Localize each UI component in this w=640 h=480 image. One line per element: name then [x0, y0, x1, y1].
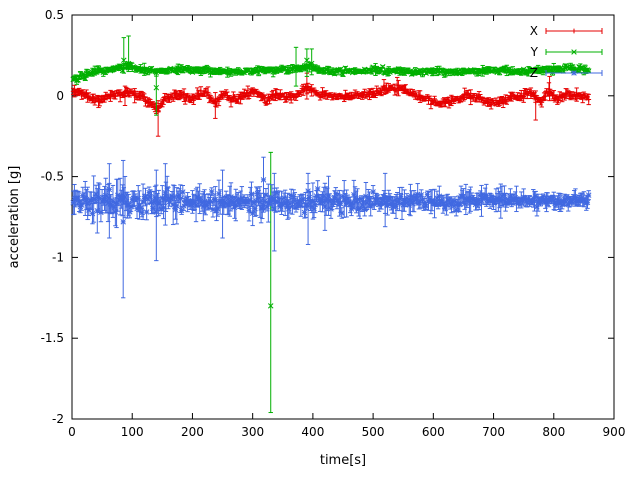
y-tick-label: 0.5	[45, 8, 64, 22]
x-tick-label: 400	[301, 425, 324, 439]
legend-label-Z: Z	[530, 66, 538, 80]
x-tick-label: 900	[603, 425, 626, 439]
y-axis-label: acceleration [g]	[7, 166, 22, 269]
series-X	[70, 72, 592, 137]
x-tick-label: 0	[68, 425, 76, 439]
x-tick-label: 800	[542, 425, 565, 439]
y-tick-label: -1	[52, 250, 64, 264]
x-tick-label: 100	[121, 425, 144, 439]
legend-label-X: X	[530, 24, 538, 38]
x-tick-label: 300	[241, 425, 264, 439]
plot-border	[71, 14, 615, 420]
series-Z	[70, 156, 592, 299]
x-tick-label: 500	[362, 425, 385, 439]
y-tick-label: -0.5	[41, 170, 64, 184]
legend: XYZ	[530, 24, 603, 80]
y-tick-label: -2	[52, 412, 64, 426]
x-tick-label: 700	[482, 425, 505, 439]
y-tick-label: 0	[56, 89, 64, 103]
y-tick-label: -1.5	[41, 331, 64, 345]
x-tick-label: 600	[422, 425, 445, 439]
axes-ticks: 0 100 200 300 400 500 600 700 800 900 -2 -1.5 -1 -0.5…	[41, 8, 626, 439]
x-tick-label: 200	[181, 425, 204, 439]
series-Y	[70, 35, 592, 414]
legend-label-Y: Y	[530, 45, 539, 59]
x-axis-label: time[s]	[320, 453, 366, 468]
